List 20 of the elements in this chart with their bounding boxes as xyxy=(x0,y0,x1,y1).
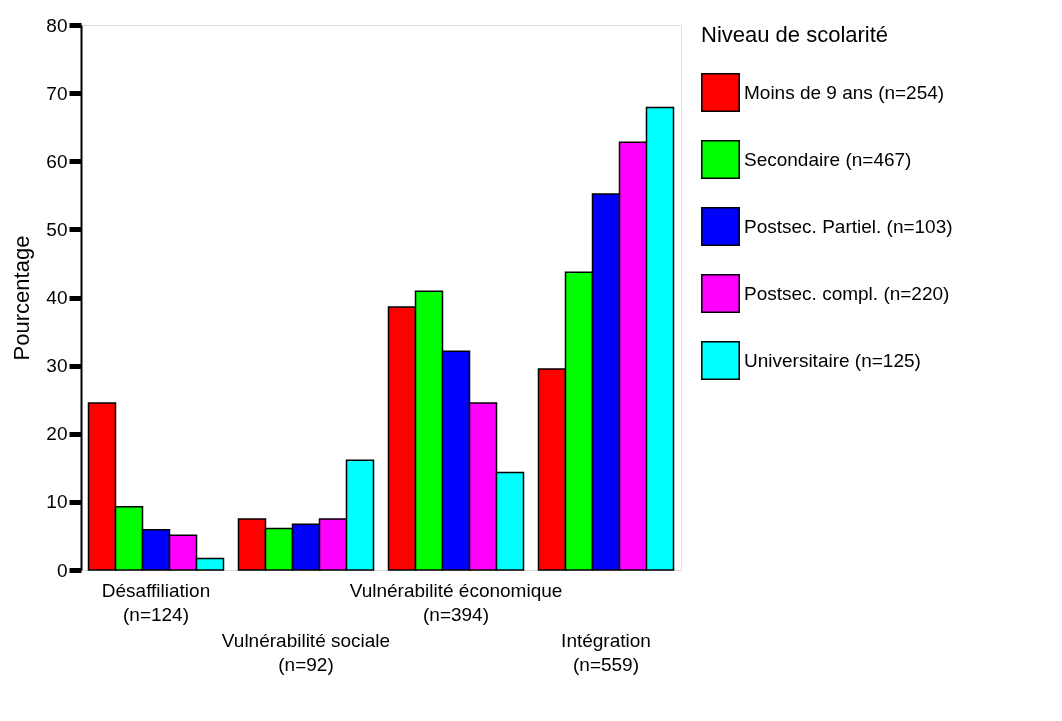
y-tick-label: 40 xyxy=(46,287,68,308)
y-tick-label: 20 xyxy=(46,423,68,445)
x-tick-label: Vulnérabilité économique (n=394) xyxy=(349,580,563,625)
y-tick-label: 80 xyxy=(46,14,68,36)
y-tick-label: 70 xyxy=(46,82,68,104)
x-tick-label: Désaffiliation (n=124) xyxy=(101,580,211,625)
y-axis-title: Pourcentage xyxy=(9,235,35,361)
y-tick-label: 50 xyxy=(46,218,68,240)
x-tick-label: Vulnérabilité sociale (n=92) xyxy=(221,630,391,675)
legend-label: Postsec. Partiel. (n=103) xyxy=(744,215,953,237)
y-tick-label: 0 xyxy=(56,559,68,581)
x-tick-label: Intégration (n=559) xyxy=(561,630,651,675)
y-tick-label: 30 xyxy=(46,355,68,377)
legend-label: Secondaire (n=467) xyxy=(744,148,912,170)
y-tick-label: 60 xyxy=(46,150,68,172)
y-tick-label: 10 xyxy=(46,491,68,513)
legend-label: Moins de 9 ans (n=254) xyxy=(744,81,945,103)
legend-label: Postsec. compl. (n=220) xyxy=(744,282,950,304)
legend-title: Niveau de scolarité xyxy=(701,22,889,47)
legend-label: Universitaire (n=125) xyxy=(744,349,921,371)
